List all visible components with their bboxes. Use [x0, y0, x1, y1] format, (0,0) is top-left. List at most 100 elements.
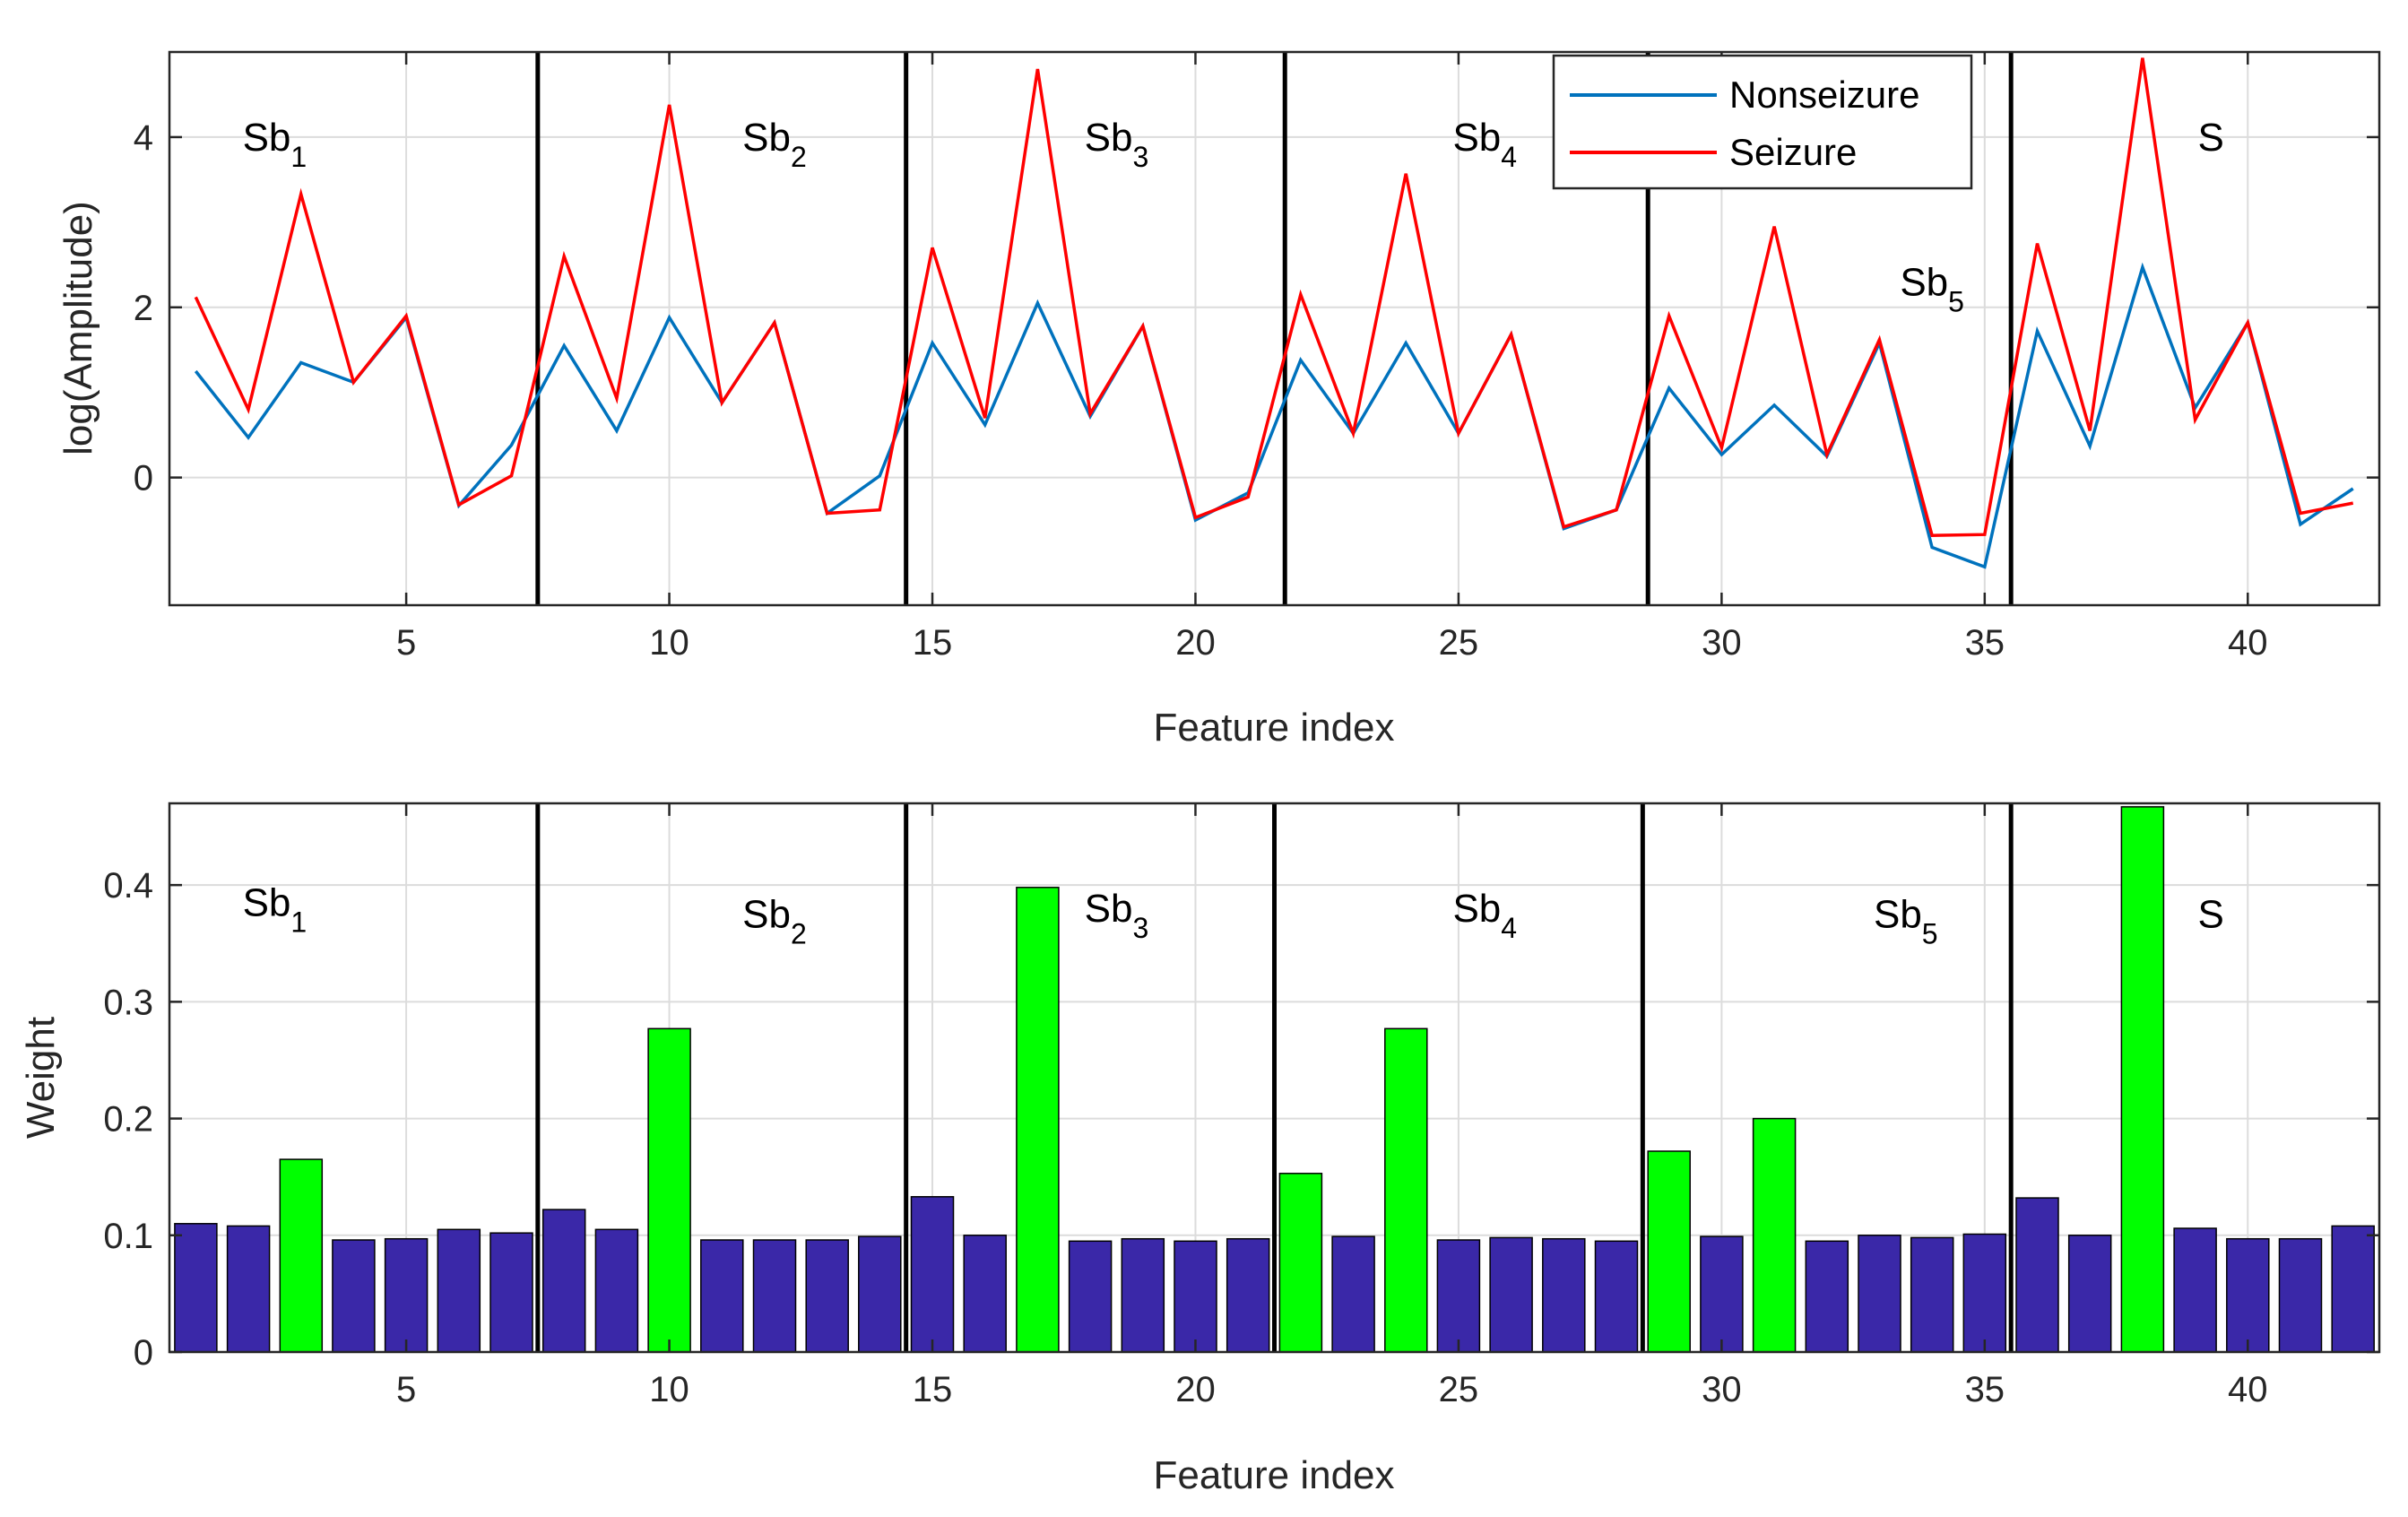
bottom-bars [174, 806, 2375, 1353]
bar [1174, 1240, 1217, 1353]
segment-label-base: Sb [1452, 116, 1501, 160]
segment-label: Sb5 [1900, 260, 1964, 317]
top-y-ticks: 0 2 4 [134, 118, 2379, 498]
bar [1542, 1237, 1586, 1353]
bar [1489, 1236, 1533, 1353]
bar [1226, 1237, 1270, 1353]
segment-label: Sb1 [243, 881, 307, 939]
bar [2226, 1237, 2270, 1353]
top-plot-area [169, 52, 2379, 605]
segment-label-subscript: 2 [791, 918, 807, 950]
x-tick-label: 35 [1965, 623, 2005, 663]
x-tick-label: 40 [2228, 1370, 2268, 1409]
top-y-axis-label: log(Amplitude) [56, 201, 100, 455]
segment-label-base: Sb [1085, 887, 1133, 931]
bar [1858, 1235, 1901, 1353]
bar-highlighted [1384, 1027, 1428, 1353]
segment-label-subscript: 1 [290, 141, 307, 173]
x-tick-label: 30 [1702, 1370, 1742, 1409]
x-tick-label: 5 [396, 623, 416, 663]
segment-label-subscript: 5 [1948, 285, 1964, 317]
bar-highlighted [1647, 1150, 1691, 1353]
top-axes-box [168, 50, 2381, 607]
bar [594, 1228, 639, 1353]
top-x-axis-label: Feature index [1153, 706, 1394, 750]
series-line-nonseizure [194, 262, 2354, 569]
series-line-seizure [194, 57, 2354, 537]
bar-highlighted [647, 1027, 691, 1353]
bar [541, 1209, 586, 1353]
segment-label: Sb1 [243, 116, 307, 173]
y-tick-label: 0 [134, 1333, 153, 1373]
bottom-y-axis-label: Weight [19, 1017, 63, 1139]
segment-label: Sb5 [1874, 893, 1938, 950]
segment-label: Sb2 [742, 893, 807, 950]
bar [963, 1235, 1007, 1353]
bar [1436, 1239, 1481, 1353]
y-tick-label: 0 [134, 459, 153, 498]
bar [226, 1225, 271, 1353]
top-x-ticks: 5 10 15 20 25 30 35 40 [396, 52, 2268, 663]
bar [489, 1232, 533, 1353]
segment-label: Sb4 [1452, 116, 1517, 173]
y-tick-label: 2 [134, 289, 153, 328]
bar [384, 1237, 429, 1353]
bar-highlighted [1752, 1117, 1797, 1353]
bar [332, 1239, 376, 1353]
segment-label: S [2198, 116, 2224, 160]
segment-label: Sb3 [1085, 887, 1149, 944]
segment-label-base: Sb [742, 893, 791, 937]
segment-label-base: Sb [1874, 893, 1922, 937]
bottom-x-ticks: 5 10 15 20 25 30 35 40 [396, 803, 2268, 1409]
bar [910, 1196, 955, 1353]
bar [2067, 1235, 2112, 1353]
bar [858, 1235, 902, 1353]
x-tick-label: 15 [913, 1370, 953, 1409]
x-tick-label: 35 [1965, 1370, 2005, 1409]
x-tick-label: 15 [913, 623, 953, 663]
x-tick-label: 25 [1439, 1370, 1479, 1409]
legend-seizure-label: Seizure [1729, 131, 1857, 173]
bar [1331, 1235, 1375, 1353]
segment-label-subscript: 4 [1501, 141, 1517, 173]
y-tick-label: 0.4 [103, 866, 153, 906]
bar [437, 1228, 481, 1353]
bar [1805, 1240, 1849, 1353]
bar [1121, 1237, 1165, 1353]
segment-label: Sb3 [1085, 116, 1149, 173]
segment-label-subscript: 3 [1132, 141, 1148, 173]
bar [1700, 1235, 1744, 1353]
legend: Nonseizure Seizure [1552, 54, 1973, 190]
segment-label-base: Sb [243, 116, 291, 160]
bar-highlighted [279, 1158, 324, 1353]
bar [2015, 1197, 2059, 1353]
bottom-x-axis-label: Feature index [1153, 1453, 1394, 1497]
segment-label-base: Sb [1900, 260, 1948, 304]
segment-label-subscript: 1 [290, 906, 307, 939]
bar [752, 1239, 797, 1353]
x-tick-label: 40 [2228, 623, 2268, 663]
legend-box [1552, 54, 1973, 190]
bar [1910, 1236, 1954, 1353]
segment-label-subscript: 5 [1922, 918, 1938, 950]
bar [2331, 1225, 2375, 1353]
bottom-segment-separators [535, 803, 2014, 1352]
x-tick-label: 30 [1702, 623, 1742, 663]
bottom-axes-box [168, 802, 2381, 1354]
segment-label-base: S [2198, 116, 2224, 160]
segment-label-base: Sb [1452, 887, 1501, 931]
bar-highlighted [1016, 887, 1060, 1353]
y-tick-label: 0.2 [103, 1100, 153, 1140]
segment-label-subscript: 4 [1501, 912, 1517, 944]
x-tick-label: 10 [649, 1370, 689, 1409]
x-tick-label: 20 [1175, 623, 1216, 663]
bottom-y-ticks: 0 0.1 0.2 0.3 0.4 [103, 866, 2379, 1373]
bar [700, 1239, 744, 1353]
y-tick-label: 0.3 [103, 983, 153, 1022]
segment-label: Sb4 [1452, 887, 1517, 944]
x-tick-label: 10 [649, 623, 689, 663]
segment-label-base: Sb [742, 116, 791, 160]
